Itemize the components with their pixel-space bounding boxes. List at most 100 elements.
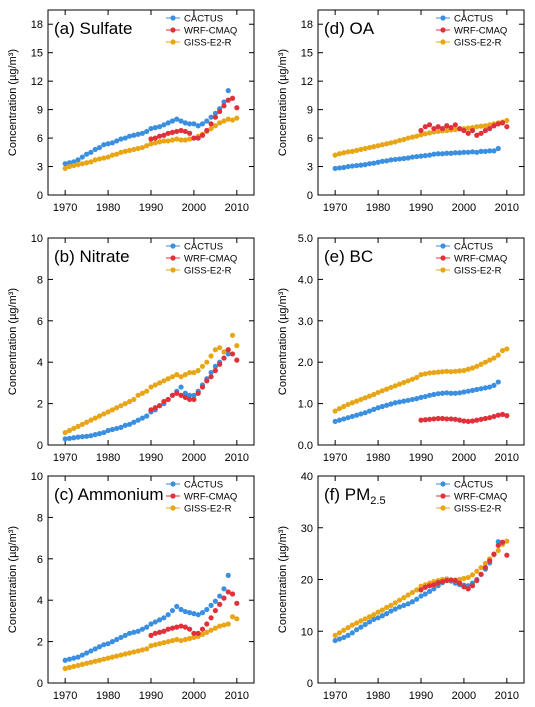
y-tick-label: 20 (301, 575, 313, 587)
legend-entry: WRF-CMAQ (454, 26, 507, 37)
data-point (495, 547, 501, 554)
data-point (208, 125, 214, 132)
data-point (388, 602, 394, 608)
data-point (435, 151, 441, 157)
data-point (135, 145, 141, 152)
data-point (465, 586, 471, 592)
legend-entry: CACTUS (454, 14, 493, 25)
data-point (229, 591, 236, 597)
data-point (92, 646, 98, 652)
data-point (152, 405, 158, 411)
y-axis-label: Concentration (µg/m³) (7, 288, 19, 395)
data-point (165, 120, 171, 126)
data-point (362, 162, 368, 168)
panel-title: (b) Nitrate (54, 247, 130, 266)
data-point (439, 390, 446, 396)
data-point (126, 650, 133, 656)
data-point (384, 158, 390, 164)
data-point (169, 392, 176, 398)
data-point (101, 155, 107, 161)
data-point (439, 125, 446, 132)
data-point (71, 663, 77, 670)
data-point (482, 127, 488, 134)
data-point (144, 413, 150, 419)
data-point (178, 127, 184, 134)
data-point (491, 123, 497, 129)
data-point (169, 118, 176, 124)
y-axis-label: Concentration (µg/m³) (277, 49, 289, 156)
data-point (221, 586, 227, 592)
data-point (66, 656, 73, 662)
x-tick-label: 1990 (139, 452, 163, 464)
data-point (225, 88, 231, 94)
data-point (165, 612, 171, 618)
legend-marker (170, 267, 176, 273)
data-point (79, 434, 85, 440)
data-point (487, 384, 493, 390)
data-point (169, 374, 176, 380)
data-point (482, 148, 488, 154)
data-point (174, 636, 180, 643)
y-tick-label: 12 (301, 76, 313, 88)
data-point (418, 372, 424, 378)
data-point (174, 128, 180, 135)
y-tick-label: 2.0 (298, 357, 313, 369)
data-point (92, 432, 98, 438)
data-point (187, 610, 193, 616)
data-point (431, 369, 437, 376)
data-point (88, 417, 94, 423)
data-point (161, 640, 167, 646)
data-point (139, 415, 146, 421)
series-wrf-cmaq (148, 589, 240, 638)
y-tick-label: 8 (37, 274, 43, 286)
data-point (345, 163, 351, 170)
data-point (126, 630, 133, 636)
data-point (495, 352, 501, 358)
data-point (71, 162, 77, 169)
legend-entry: WRF-CMAQ (184, 254, 237, 265)
data-point (452, 390, 458, 396)
data-point (156, 133, 163, 139)
y-tick-label: 4 (37, 357, 43, 369)
data-point (375, 159, 381, 165)
data-point (118, 149, 124, 155)
data-point (135, 648, 141, 654)
data-point (161, 378, 167, 384)
data-point (96, 144, 103, 151)
legend-entry: GISS-E2-R (184, 504, 232, 515)
data-point (435, 391, 441, 397)
data-point (229, 332, 236, 338)
data-point (336, 151, 343, 157)
y-tick-label: 0 (37, 440, 43, 452)
data-point (221, 622, 227, 628)
data-point (362, 621, 368, 628)
data-point (199, 626, 206, 632)
data-point (148, 643, 154, 649)
data-point (401, 398, 407, 404)
data-point (444, 368, 450, 374)
data-point (362, 616, 368, 622)
data-point (409, 154, 416, 160)
series-wrf-cmaq (418, 539, 510, 593)
x-tick-label: 1970 (53, 202, 77, 214)
data-point (457, 150, 463, 156)
data-point (375, 405, 381, 411)
data-point (499, 539, 506, 545)
data-point (418, 417, 424, 423)
data-point (208, 374, 214, 380)
data-point (169, 607, 176, 614)
data-point (165, 639, 171, 645)
data-point (212, 110, 218, 117)
data-point (491, 551, 497, 557)
data-point (371, 160, 377, 166)
data-point (336, 165, 343, 171)
data-point (221, 595, 227, 601)
data-point (169, 625, 176, 631)
y-axis-label: Concentration (µg/m³) (277, 288, 289, 395)
data-point (384, 604, 390, 611)
data-point (414, 133, 420, 139)
x-tick-label: 1970 (53, 452, 77, 464)
y-tick-label: 0.0 (298, 440, 313, 452)
data-point (405, 135, 411, 141)
data-point (208, 114, 214, 120)
